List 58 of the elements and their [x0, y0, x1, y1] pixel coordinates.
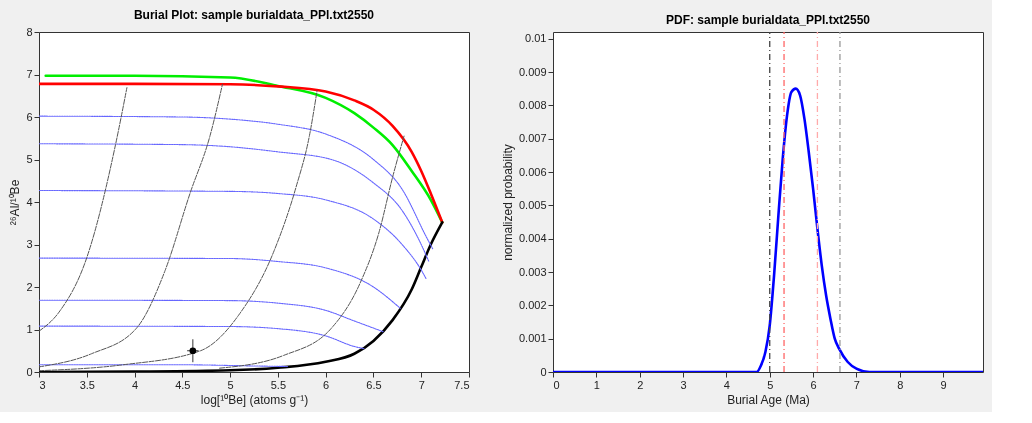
y-tick-label: 0.008 — [518, 98, 547, 111]
y-tick-label: 4 — [26, 195, 33, 208]
x-tick-label: 9 — [940, 378, 947, 391]
line-series — [39, 115, 434, 250]
chart-title: Burial Plot: sample burialdata_PPl.txt2550 — [133, 8, 375, 22]
y-tick-label: 0.007 — [518, 132, 547, 145]
x-tick-label: 2 — [637, 378, 644, 391]
line-series — [553, 87, 983, 372]
x-tick-label: 7.5 — [454, 378, 470, 391]
y-tick-label: 3 — [26, 238, 33, 250]
y-axis-title: ²⁶Al/¹⁰Be — [8, 179, 23, 226]
y-tick-label: 0.001 — [518, 332, 547, 345]
line-series — [39, 87, 128, 332]
x-axis-title: log[¹⁰Be] (atoms g⁻¹) — [200, 392, 309, 407]
y-tick-label: 1 — [26, 323, 33, 335]
x-tick-label: 4 — [131, 378, 139, 391]
x-axis-title: Burial Age (Ma) — [727, 392, 810, 407]
y-tick-label: 0.002 — [518, 298, 547, 311]
x-tick-label: 3 — [680, 378, 687, 391]
line-series — [39, 90, 318, 372]
y-tick-label: 0 — [26, 365, 33, 378]
chart-title: PDF: sample burialdata_PPl.txt2550 — [665, 13, 871, 28]
line-series — [39, 325, 365, 350]
y-tick-label: 0.009 — [518, 65, 547, 78]
x-tick-label: 0 — [553, 378, 560, 391]
y-tick-label: 0.01 — [525, 32, 547, 45]
line-series — [39, 189, 427, 280]
x-tick-label: 8 — [897, 378, 904, 391]
x-tick-label: 5 — [227, 378, 234, 391]
y-axis-title: normalized probability — [500, 144, 515, 261]
y-tick-label: 5 — [26, 153, 33, 165]
x-tick-label: 1 — [593, 378, 600, 391]
line-series — [39, 299, 384, 333]
x-tick-label: 7 — [853, 378, 860, 391]
line-series — [39, 257, 401, 309]
x-tick-label: 5 — [767, 378, 774, 391]
x-tick-label: 4 — [723, 378, 730, 391]
x-tick-label: 3 — [39, 378, 46, 391]
y-tick-label: 0.006 — [518, 165, 547, 178]
y-tick-label: 0.004 — [518, 232, 547, 245]
x-tick-label: 5.5 — [270, 378, 287, 391]
x-tick-label: 7 — [418, 378, 425, 391]
line-series — [39, 221, 444, 372]
y-tick-label: 0 — [540, 365, 547, 378]
y-tick-label: 8 — [26, 25, 33, 38]
x-tick-label: 3.5 — [79, 378, 95, 391]
y-tick-label: 0.003 — [518, 265, 547, 278]
line-series — [39, 83, 223, 368]
y-tick-label: 0.005 — [518, 198, 547, 211]
x-tick-label: 4.5 — [175, 378, 191, 391]
x-tick-label: 6 — [323, 378, 330, 391]
x-tick-label: 6 — [810, 378, 817, 391]
line-series — [219, 135, 405, 369]
line-series — [39, 143, 430, 263]
y-tick-label: 7 — [26, 68, 33, 80]
y-tick-label: 2 — [26, 280, 33, 293]
y-tick-label: 6 — [26, 110, 33, 123]
x-tick-label: 6.5 — [366, 378, 382, 391]
